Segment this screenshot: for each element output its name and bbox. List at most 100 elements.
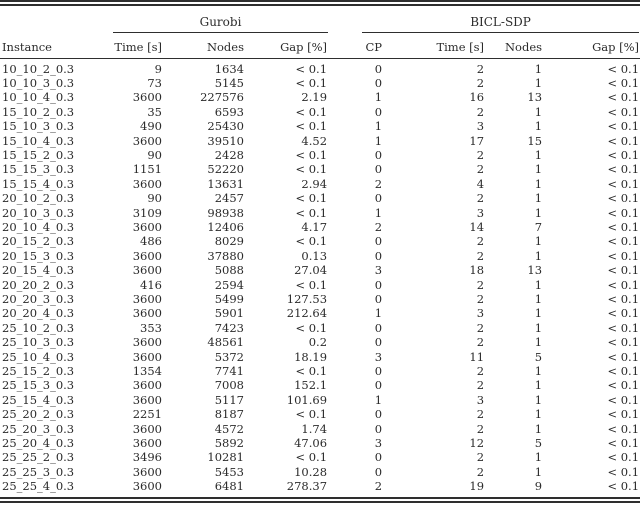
- table-row: 20_15_3_0.3 3600 37880 0.13 0 2 1 < 0.1: [0, 249, 640, 263]
- cell-bicl-gap: < 0.1: [607, 378, 640, 393]
- cell-bicl-time: 2: [476, 335, 485, 350]
- table-row: 15_10_2_0.3 35 6593 < 0.1 0 2 1 < 0.1: [0, 105, 640, 119]
- cell-gurobi-gap: 4.52: [301, 133, 328, 148]
- cell-bicl-gap: < 0.1: [607, 234, 640, 249]
- cell-gurobi-nodes: 5901: [214, 306, 244, 321]
- cell-gurobi-gap: < 0.1: [295, 75, 328, 90]
- cell-instance: 25_20_2_0.3: [2, 407, 75, 422]
- cell-bicl-gap: < 0.1: [607, 147, 640, 162]
- cell-bicl-nodes: 1: [534, 335, 543, 350]
- cell-bicl-gap: < 0.1: [607, 306, 640, 321]
- cell-gurobi-gap: 10.28: [294, 464, 328, 479]
- cell-gurobi-time: 353: [140, 320, 162, 335]
- cell-bicl-cp: 1: [374, 306, 383, 321]
- cell-bicl-nodes: 1: [534, 277, 543, 292]
- cell-instance: 15_15_3_0.3: [2, 162, 75, 177]
- cell-bicl-cp: 3: [374, 349, 383, 364]
- cell-gurobi-time: 3109: [132, 205, 162, 220]
- cell-bicl-cp: 0: [374, 378, 383, 393]
- cell-bicl-time: 3: [476, 119, 485, 134]
- cell-gurobi-nodes: 5145: [214, 75, 244, 90]
- cell-instance: 20_10_4_0.3: [2, 219, 75, 234]
- cell-bicl-time: 2: [476, 104, 485, 119]
- table-row: 15_15_4_0.3 3600 13631 2.94 2 4 1 < 0.1: [0, 177, 640, 191]
- cell-bicl-cp: 0: [374, 248, 383, 263]
- cell-gurobi-time: 3600: [132, 436, 162, 451]
- cell-bicl-cp: 3: [374, 436, 383, 451]
- cell-bicl-gap: < 0.1: [607, 421, 640, 436]
- cell-bicl-nodes: 1: [534, 234, 543, 249]
- cell-gurobi-time: 3600: [132, 176, 162, 191]
- table-row: 25_20_3_0.3 3600 4572 1.74 0 2 1 < 0.1: [0, 422, 640, 436]
- cell-bicl-nodes: 1: [534, 392, 543, 407]
- cell-gurobi-time: 3600: [132, 263, 162, 278]
- cell-bicl-cp: 1: [374, 205, 383, 220]
- cell-bicl-time: 2: [476, 364, 485, 379]
- cell-gurobi-gap: 2.19: [301, 90, 328, 105]
- cell-bicl-time: 18: [469, 263, 485, 278]
- cell-bicl-cp: 0: [374, 292, 383, 306]
- cell-gurobi-nodes: 10281: [207, 450, 244, 465]
- cell-bicl-time: 2: [476, 277, 485, 292]
- cell-bicl-gap: < 0.1: [607, 205, 640, 220]
- cell-bicl-nodes: 1: [534, 104, 543, 119]
- col-header-gurobi-nodes: Nodes: [165, 33, 247, 59]
- cell-bicl-gap: < 0.1: [607, 119, 640, 134]
- cell-instance: 20_10_3_0.3: [2, 205, 75, 220]
- cell-gurobi-gap: < 0.1: [295, 104, 328, 119]
- cell-bicl-gap: < 0.1: [607, 90, 640, 105]
- cell-instance: 20_15_4_0.3: [2, 263, 75, 278]
- cell-gurobi-time: 35: [147, 104, 162, 119]
- bicl-sdp-group-label: BICL-SDP: [470, 15, 531, 29]
- col-header-gurobi-time: Time [s]: [112, 33, 165, 59]
- cell-instance: 25_20_3_0.3: [2, 421, 75, 436]
- cell-bicl-cp: 1: [374, 119, 383, 134]
- cell-bicl-nodes: 1: [534, 320, 543, 335]
- cell-gurobi-nodes: 39510: [207, 133, 244, 148]
- cell-bicl-cp: 0: [374, 407, 383, 422]
- cell-bicl-time: 2: [476, 407, 485, 422]
- cell-bicl-nodes: 9: [534, 479, 543, 494]
- column-header-row: Instance Time [s] Nodes Gap [%] CP Time …: [0, 33, 640, 59]
- cell-gurobi-nodes: 2428: [214, 147, 244, 162]
- cell-bicl-gap: < 0.1: [607, 104, 640, 119]
- cell-gurobi-time: 3600: [132, 219, 162, 234]
- cell-gurobi-gap: < 0.1: [295, 119, 328, 134]
- cell-bicl-time: 2: [476, 320, 485, 335]
- cell-bicl-gap: < 0.1: [607, 392, 640, 407]
- cell-bicl-gap: < 0.1: [607, 277, 640, 292]
- table-row: 15_15_2_0.3 90 2428 < 0.1 0 2 1 < 0.1: [0, 148, 640, 162]
- table-row: 25_10_3_0.3 3600 48561 0.2 0 2 1 < 0.1: [0, 335, 640, 349]
- cell-bicl-time: 2: [476, 191, 485, 206]
- cell-gurobi-time: 3496: [132, 450, 162, 465]
- group-header-row: Gurobi BICL-SDP: [0, 6, 640, 33]
- cell-gurobi-nodes: 5088: [214, 263, 244, 278]
- col-header-bicl-gap: Gap [%]: [545, 33, 640, 59]
- cell-instance: 15_10_4_0.3: [2, 133, 75, 148]
- col-header-gurobi-gap: Gap [%]: [247, 33, 331, 59]
- cell-instance: 25_15_4_0.3: [2, 392, 75, 407]
- cell-gurobi-nodes: 37880: [207, 248, 244, 263]
- cell-gurobi-time: 490: [140, 119, 162, 134]
- cell-instance: 20_20_3_0.3: [2, 292, 75, 306]
- cell-bicl-time: 2: [476, 162, 485, 177]
- cell-gurobi-time: 3600: [132, 90, 162, 105]
- cell-bicl-gap: < 0.1: [607, 75, 640, 90]
- cell-bicl-gap: < 0.1: [607, 335, 640, 350]
- table-row: 20_20_4_0.3 3600 5901 212.64 1 3 1 < 0.1: [0, 306, 640, 320]
- cell-bicl-nodes: 5: [534, 436, 543, 451]
- cell-instance: 25_15_2_0.3: [2, 364, 75, 379]
- table-row: 25_25_2_0.3 3496 10281 < 0.1 0 2 1 < 0.1: [0, 450, 640, 464]
- cell-gurobi-nodes: 48561: [207, 335, 244, 350]
- cell-gurobi-gap: 101.69: [286, 392, 328, 407]
- col-header-instance: Instance: [0, 33, 112, 59]
- table-row: 10_10_3_0.3 73 5145 < 0.1 0 2 1 < 0.1: [0, 76, 640, 90]
- cell-instance: 20_15_2_0.3: [2, 234, 75, 249]
- cell-gurobi-nodes: 4572: [214, 421, 244, 436]
- cell-gurobi-nodes: 98938: [207, 205, 244, 220]
- cell-gurobi-gap: 127.53: [286, 292, 328, 306]
- table-row: 10_10_4_0.3 3600 227576 2.19 1 16 13 < 0.1: [0, 90, 640, 104]
- cell-bicl-cp: 0: [374, 191, 383, 206]
- cell-bicl-time: 17: [469, 133, 485, 148]
